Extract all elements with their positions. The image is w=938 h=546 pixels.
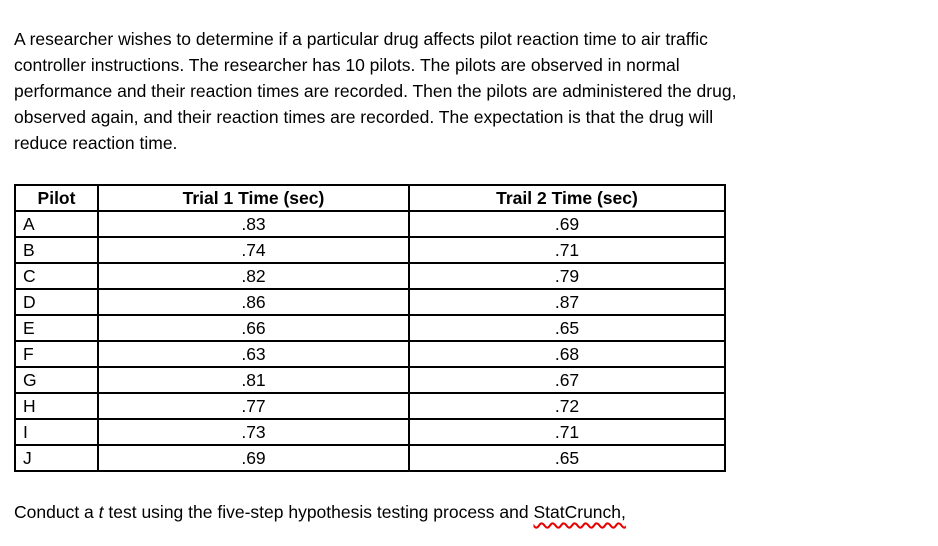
pilot-id-cell: H [14,392,99,420]
paragraph-line: A researcher wishes to determine if a pa… [14,29,708,49]
trial2-value-cell: .69 [408,210,726,238]
trial2-value-cell: .71 [408,418,726,446]
instruction-line: Conduct a t test using the five-step hyp… [14,499,924,525]
table-row: E .66 .65 [14,314,726,342]
table-header-row: Pilot Trial 1 Time (sec) Trail 2 Time (s… [14,184,726,212]
trial1-value-cell: .73 [97,418,410,446]
trial2-value-cell: .65 [408,314,726,342]
pilot-id-cell: E [14,314,99,342]
table-row: B .74 .71 [14,236,726,264]
pilot-id-cell: I [14,418,99,446]
pilot-id-cell: A [14,210,99,238]
table-row: D .86 .87 [14,288,726,316]
trial1-value-cell: .81 [97,366,410,394]
document-body: A researcher wishes to determine if a pa… [14,26,924,525]
paragraph-line: controller instructions. The researcher … [14,55,680,75]
misspelled-word-statcrunch: StatCrunch, [533,502,626,522]
trial1-value-cell: .63 [97,340,410,368]
trial1-value-cell: .83 [97,210,410,238]
trial2-value-cell: .67 [408,366,726,394]
trial2-value-cell: .68 [408,340,726,368]
table-row: G .81 .67 [14,366,726,394]
trial1-value-cell: .74 [97,236,410,264]
problem-statement: A researcher wishes to determine if a pa… [14,26,924,156]
trial2-value-cell: .72 [408,392,726,420]
instruction-prefix: Conduct a [14,502,99,522]
trial1-value-cell: .66 [97,314,410,342]
paragraph-line: observed again, and their reaction times… [14,107,714,127]
table-row: J .69 .65 [14,444,726,472]
trial2-value-cell: .71 [408,236,726,264]
pilot-id-cell: C [14,262,99,290]
table-row: I .73 .71 [14,418,726,446]
header-trial1-time: Trial 1 Time (sec) [97,184,410,212]
trial1-value-cell: .82 [97,262,410,290]
pilot-id-cell: D [14,288,99,316]
trial2-value-cell: .65 [408,444,726,472]
trial1-value-cell: .69 [97,444,410,472]
pilot-id-cell: B [14,236,99,264]
table-row: H .77 .72 [14,392,726,420]
table-row: A .83 .69 [14,210,726,238]
paragraph-line: reduce reaction time. [14,133,178,153]
pilot-id-cell: G [14,366,99,394]
paragraph-line: performance and their reaction times are… [14,81,737,101]
table-row: C .82 .79 [14,262,726,290]
header-pilot: Pilot [14,184,99,212]
instruction-middle: test using the five-step hypothesis test… [103,502,534,522]
trial1-value-cell: .86 [97,288,410,316]
reaction-times-table: Pilot Trial 1 Time (sec) Trail 2 Time (s… [14,184,726,472]
t-test-term: t [98,502,104,522]
pilot-id-cell: F [14,340,99,368]
table-header: Pilot Trial 1 Time (sec) Trail 2 Time (s… [14,184,726,212]
trial2-value-cell: .79 [408,262,726,290]
table-row: F .63 .68 [14,340,726,368]
pilot-id-cell: J [14,444,99,472]
trial2-value-cell: .87 [408,288,726,316]
trial1-value-cell: .77 [97,392,410,420]
header-trial2-time: Trail 2 Time (sec) [408,184,726,212]
table-body: A .83 .69 B .74 .71 C .82 .79 D .86 [14,210,726,472]
